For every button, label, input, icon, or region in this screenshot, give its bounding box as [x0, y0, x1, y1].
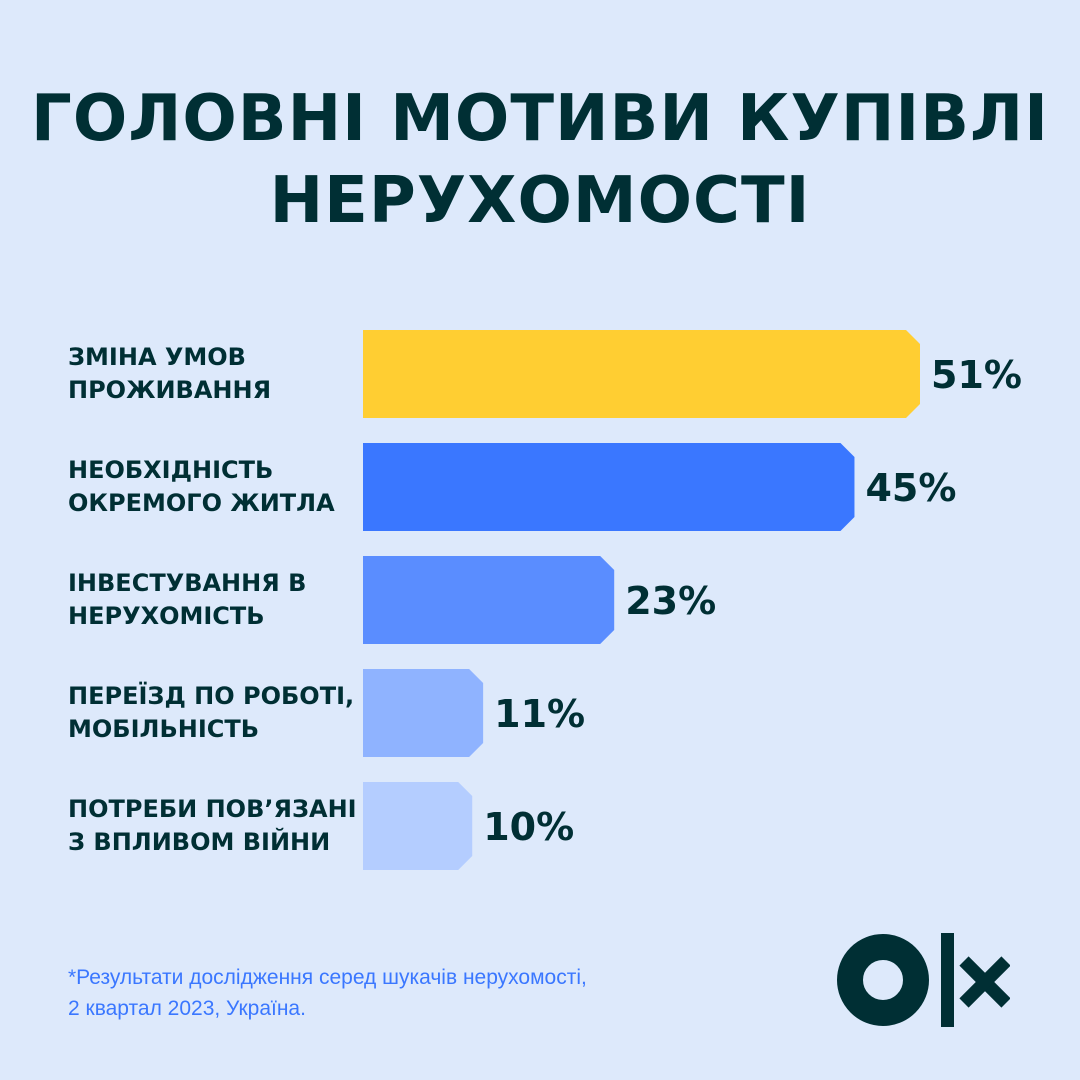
- category-label-3: ІНВЕСТУВАННЯ В НЕРУХОМІСТЬ: [68, 556, 358, 644]
- category-label-2-line-2: ОКРЕМОГО ЖИТЛА: [68, 489, 335, 517]
- category-label-3-line-2: НЕРУХОМІСТЬ: [68, 602, 265, 630]
- footnote: *Результати дослідження серед шукачів не…: [68, 962, 708, 1024]
- bar-value-label-2: 45%: [865, 466, 956, 510]
- category-label-2: НЕОБХІДНІСТЬ ОКРЕМОГО ЖИТЛА: [68, 443, 358, 531]
- category-label-5-line-2: З ВПЛИВОМ ВІЙНИ: [68, 828, 331, 856]
- footnote-line-1: *Результати дослідження серед шукачів не…: [68, 966, 587, 989]
- bar-3: [363, 556, 615, 644]
- category-label-1-line-2: ПРОЖИВАННЯ: [68, 376, 272, 404]
- bar-value-label-5: 10%: [483, 805, 574, 849]
- chart-title-line-2: НЕРУХОМОСТІ: [269, 164, 811, 238]
- bar-value-label-3: 23%: [625, 579, 716, 623]
- chart-title-line-1: ГОЛОВНІ МОТИВИ КУПІВЛІ: [31, 82, 1049, 156]
- bar-5: [363, 782, 473, 870]
- category-label-5-line-1: ПОТРЕБИ ПОВ’ЯЗАНІ: [68, 795, 357, 823]
- chart-title: ГОЛОВНІ МОТИВИ КУПІВЛІ НЕРУХОМОСТІ: [0, 78, 1080, 242]
- category-label-5: ПОТРЕБИ ПОВ’ЯЗАНІ З ВПЛИВОМ ВІЙНИ: [68, 782, 358, 870]
- category-label-4-line-2: МОБІЛЬНІСТЬ: [68, 715, 260, 743]
- olx-logo-x-icon: [959, 956, 1010, 1008]
- category-label-2-line-1: НЕОБХІДНІСТЬ: [68, 456, 274, 484]
- category-label-1-line-1: ЗМІНА УМОВ: [68, 343, 246, 371]
- bar-2: [363, 443, 855, 531]
- category-label-3-line-1: ІНВЕСТУВАННЯ В: [68, 569, 307, 597]
- category-label-4: ПЕРЕЇЗД ПО РОБОТІ, МОБІЛЬНІСТЬ: [68, 669, 358, 757]
- olx-logo-l-icon: [941, 933, 954, 1027]
- olx-logo: [837, 933, 1010, 1027]
- bar-value-label-4: 11%: [494, 692, 585, 736]
- category-label-4-line-1: ПЕРЕЇЗД ПО РОБОТІ,: [68, 682, 355, 710]
- bar-4: [363, 669, 484, 757]
- bar-value-label-1: 51%: [931, 353, 1022, 397]
- olx-logo-o-icon: [837, 934, 929, 1026]
- category-label-1: ЗМІНА УМОВ ПРОЖИВАННЯ: [68, 330, 358, 418]
- footnote-line-2: 2 квартал 2023, Україна.: [68, 997, 306, 1020]
- bar-1: [363, 330, 920, 418]
